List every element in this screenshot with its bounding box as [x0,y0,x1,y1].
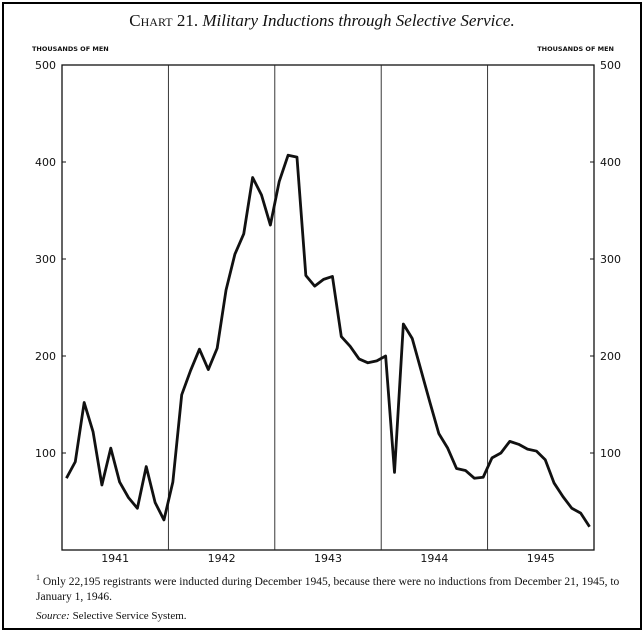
x-tick-label: 1945 [527,552,555,564]
x-tick-label: 1943 [314,552,342,564]
series-line [65,153,591,528]
source-label: Source: [36,609,70,622]
y-tick-label: 400 [35,156,56,169]
y-tick-label: 300 [35,253,56,266]
source-text: Selective Service System. [72,609,187,622]
y-tick-label: 500 [35,59,56,72]
y-axis-label: THOUSANDS OF MEN [32,45,109,53]
footnote: 1 Only 22,195 registrants were inducted … [36,570,636,605]
x-tick-label: 1942 [208,552,236,564]
footnote-marker: 1 [36,573,40,582]
chart-title-line: Chart 21. Military Inductions through Se… [129,11,514,30]
x-tick-label: 1941 [101,552,129,564]
plot-frame [61,64,595,551]
y-tick-label: 200 [35,350,56,363]
notes: 1 Only 22,195 registrants were inducted … [36,570,636,624]
y2-tick-label: 100 [600,447,621,460]
y2-tick-label: 300 [600,253,621,266]
y2-tick-label: 200 [600,350,621,363]
x-tick-label: 1944 [420,552,448,564]
y-tick-label: 100 [35,447,56,460]
chart-number: Chart 21. [129,11,198,30]
source: Source: Selective Service System. [36,609,636,624]
y2-tick-label: 400 [600,156,621,169]
chart: Chart 21. Military Inductions through Se… [32,11,621,564]
chart-title: Military Inductions through Selective Se… [201,11,514,30]
footnote-text: Only 22,195 registrants were inducted du… [36,575,620,603]
y2-tick-label: 500 [600,59,621,72]
y2-axis-label: THOUSANDS OF MEN [537,45,614,53]
